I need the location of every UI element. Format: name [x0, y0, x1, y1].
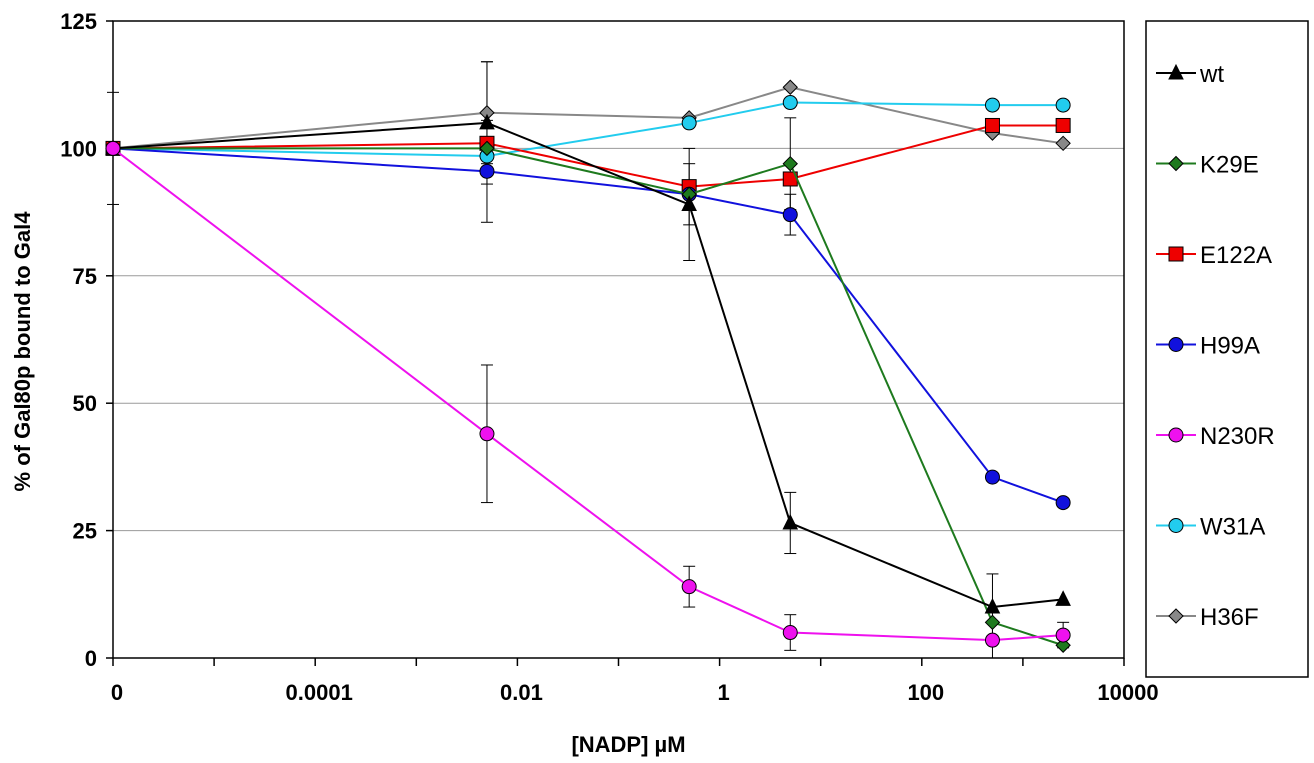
- y-tick-label: 25: [73, 519, 97, 544]
- series-line-h99a: [112, 147, 1064, 504]
- legend-label: N230R: [1200, 423, 1275, 450]
- legend-marker: [1168, 246, 1184, 262]
- y-axis-title: % of Gal80p bound to Gal4: [10, 211, 35, 492]
- legend-label: W31A: [1200, 514, 1265, 541]
- data-point-wt: [681, 195, 697, 211]
- data-point-w31a: [1055, 97, 1071, 113]
- data-point-n230r: [984, 632, 1000, 648]
- legend-entry-wt: wt: [1156, 61, 1224, 88]
- legend-marker: [1168, 63, 1184, 80]
- y-tick-label: 125: [60, 9, 97, 34]
- data-point-k29e: [984, 614, 1001, 631]
- series-layer: [105, 61, 1071, 659]
- legend-marker: [1168, 518, 1184, 533]
- data-point-n230r: [681, 579, 697, 595]
- x-axis-title: [NADP] µM: [571, 732, 685, 757]
- data-point-e122a: [1055, 117, 1071, 133]
- data-point-h99a: [782, 207, 798, 223]
- x-tick-label: 1: [717, 680, 729, 705]
- data-point-n230r: [105, 140, 121, 156]
- y-tick-label: 50: [73, 391, 97, 416]
- data-point-w31a: [984, 97, 1000, 113]
- legend-label: wt: [1199, 61, 1224, 88]
- data-point-wt: [782, 513, 799, 530]
- legend-entry-w31a: W31A: [1156, 514, 1265, 541]
- series-line-n230r: [112, 147, 1064, 642]
- y-tick-label: 0: [85, 646, 97, 671]
- data-point-k29e: [782, 155, 798, 172]
- legend-marker: [1168, 155, 1184, 172]
- legend-entry-n230r: N230R: [1156, 423, 1275, 450]
- data-point-k29e: [479, 140, 495, 157]
- legend-label: H99A: [1200, 333, 1260, 360]
- data-point-wt: [984, 597, 1001, 614]
- legend-entry-h99a: H99A: [1156, 333, 1260, 360]
- data-point-wt: [479, 113, 495, 130]
- series-n230r: [105, 140, 1071, 648]
- legend-marker: [1168, 337, 1184, 352]
- y-axis-ticks: 0 25 50 75 100 125: [60, 9, 113, 671]
- legend-label: K29E: [1200, 152, 1259, 179]
- legend: wt K29E E122A H99A N230R W31A H36F: [1145, 20, 1309, 678]
- data-point-w31a: [782, 95, 798, 111]
- legend-label: H36F: [1200, 604, 1259, 631]
- data-point-h36f: [782, 79, 798, 95]
- series-line-h36f: [112, 86, 1064, 150]
- data-point-wt: [1055, 590, 1071, 606]
- data-point-h99a: [479, 163, 495, 179]
- legend-marker: [1168, 427, 1184, 443]
- legend-marker: [1168, 608, 1184, 624]
- series-line-wt: [112, 121, 1064, 609]
- legend-entry-k29e: K29E: [1156, 152, 1259, 179]
- data-point-h99a: [984, 469, 1000, 485]
- y-tick-label: 100: [60, 136, 97, 161]
- data-point-h36f: [1055, 135, 1071, 152]
- data-point-n230r: [1055, 627, 1071, 643]
- x-tick-label: 0.0001: [286, 680, 353, 705]
- data-point-h99a: [1055, 495, 1071, 511]
- data-point-n230r: [782, 625, 798, 641]
- data-point-w31a: [681, 115, 697, 131]
- data-point-n230r: [479, 426, 495, 442]
- series-line-w31a: [112, 101, 1064, 158]
- legend-box: [1145, 20, 1309, 678]
- legend-entry-e122a: E122A: [1156, 242, 1272, 269]
- y-tick-label: 75: [73, 264, 97, 289]
- series-line-e122a: [112, 124, 1064, 188]
- x-tick-label: 0: [111, 680, 123, 705]
- x-tick-label: 100: [907, 680, 944, 705]
- data-point-e122a: [984, 117, 1000, 133]
- series-line-k29e: [113, 147, 1064, 647]
- x-tick-label: 10000: [1097, 680, 1158, 705]
- legend-entry-h36f: H36F: [1156, 604, 1259, 631]
- data-point-k29e: [1055, 637, 1071, 653]
- legend-label: E122A: [1200, 242, 1272, 269]
- x-axis-ticks: 0 0.0001 0.01 1 100 10000: [111, 658, 1159, 705]
- x-tick-label: 0.01: [500, 680, 543, 705]
